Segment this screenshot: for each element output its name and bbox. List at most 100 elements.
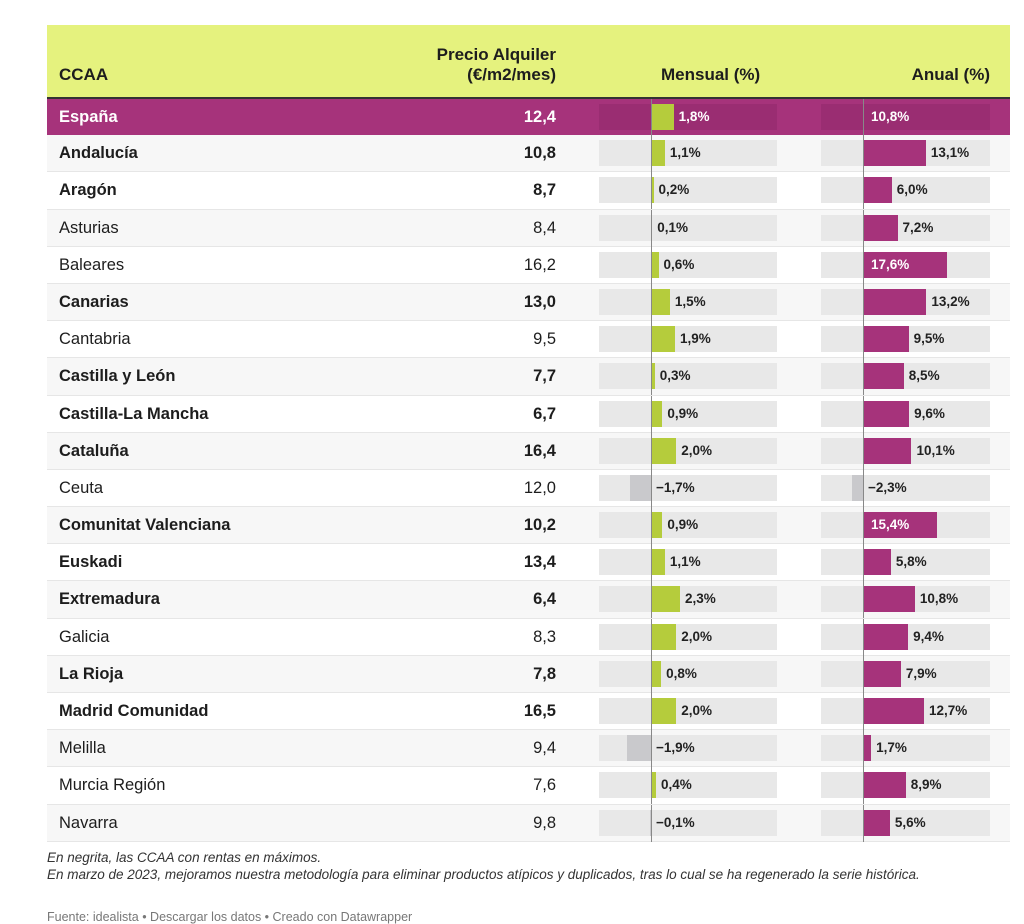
mensual-bar — [651, 698, 677, 724]
anual-label: 9,4% — [913, 628, 944, 644]
mensual-bar — [651, 623, 677, 650]
mensual-track — [599, 326, 777, 353]
region-name: Ceuta — [59, 478, 104, 497]
anual-label: 17,6% — [871, 256, 910, 272]
mensual-zero-line — [651, 507, 652, 545]
table-row[interactable]: Madrid Comunidad 16,5 2,0% 12,7% — [47, 693, 1010, 731]
table-row[interactable]: Cataluña 16,4 2,0% 10,1% — [47, 432, 1010, 470]
mensual-track — [599, 177, 777, 204]
source-line: Fuente: idealista • Descargar los datos … — [47, 910, 413, 924]
header-ccaa[interactable]: CCAA — [59, 65, 109, 84]
table-row[interactable]: Navarra 9,8 −0,1% 5,6% — [47, 804, 1010, 842]
mensual-zero-line — [651, 432, 652, 470]
mensual-zero-line — [651, 99, 652, 136]
mensual-track — [599, 214, 777, 241]
region-name: Andalucía — [59, 144, 138, 163]
mensual-track — [599, 549, 777, 576]
anual-bar — [863, 586, 915, 613]
mensual-track — [599, 104, 777, 130]
mensual-zero-line — [651, 544, 652, 582]
table-row[interactable]: Galicia 8,3 2,0% 9,4% — [47, 618, 1010, 656]
mensual-bar — [629, 474, 651, 501]
rent-price: 9,5 — [533, 330, 556, 349]
anual-zero-line — [863, 655, 864, 693]
table-row[interactable]: Aragón 8,7 0,2% 6,0% — [47, 172, 1010, 210]
anual-bar — [863, 177, 892, 204]
mensual-bar — [651, 140, 665, 167]
table-row[interactable]: Extremadura 6,4 2,3% 10,8% — [47, 581, 1010, 619]
header-anual[interactable]: Anual (%) — [911, 65, 990, 84]
anual-bar — [863, 214, 898, 241]
mensual-zero-line — [651, 283, 652, 321]
table-row-highlight[interactable]: España 12,4 1,8% 10,8% — [47, 99, 1010, 136]
table-row[interactable]: Comunitat Valenciana 10,2 0,9% 15,4% — [47, 507, 1010, 545]
mensual-track — [599, 772, 777, 799]
anual-label: 12,7% — [928, 703, 968, 718]
mensual-track — [599, 251, 777, 278]
mensual-label: −1,7% — [656, 479, 695, 495]
mensual-label: 1,1% — [669, 554, 701, 570]
mensual-track — [599, 698, 777, 724]
anual-zero-line — [863, 693, 864, 730]
anual-zero-line — [863, 544, 864, 582]
anual-track — [821, 809, 990, 836]
anual-track — [821, 363, 990, 390]
mensual-zero-line — [651, 618, 652, 656]
table-row[interactable]: Baleares 16,2 0,6% 17,6% — [47, 246, 1010, 284]
anual-label: 5,8% — [895, 554, 927, 570]
mensual-track — [599, 512, 777, 539]
table-row[interactable]: Euskadi 13,4 1,1% 5,8% — [47, 544, 1010, 582]
anual-bar — [863, 400, 910, 427]
mensual-bar — [651, 363, 655, 390]
anual-label: −2,3% — [868, 479, 907, 495]
anual-bar — [863, 140, 926, 167]
table-row[interactable]: Cantabria 9,5 1,9% 9,5% — [47, 321, 1010, 359]
table-row[interactable]: Canarias 13,0 1,5% 13,2% — [47, 283, 1010, 322]
header-precio[interactable]: Precio Alquiler (€/m2/mes) — [437, 45, 556, 85]
note-bold: En negrita, las CCAA con rentas en máxim… — [47, 850, 322, 865]
rent-price: 7,8 — [533, 664, 556, 683]
anual-zero-line — [863, 209, 864, 247]
mensual-zero-line — [651, 172, 652, 210]
mensual-zero-line — [651, 209, 652, 247]
mensual-track — [599, 809, 777, 836]
anual-label: 1,7% — [876, 740, 907, 756]
rent-price: 10,2 — [523, 516, 556, 535]
rent-price: 8,7 — [533, 181, 556, 200]
mensual-bar — [651, 660, 662, 687]
rent-price: 16,4 — [523, 441, 556, 460]
table-row[interactable]: Asturias 8,4 0,1% 7,2% — [47, 209, 1010, 247]
rent-price: 12,4 — [523, 108, 556, 126]
anual-label: 10,8% — [919, 591, 959, 607]
region-name: España — [59, 108, 118, 126]
anual-zero-line — [863, 172, 864, 210]
anual-zero-line — [863, 283, 864, 321]
table-row[interactable]: Murcia Región 7,6 0,4% 8,9% — [47, 767, 1010, 805]
rent-price: 12,0 — [523, 478, 556, 497]
anual-track — [821, 735, 990, 762]
table-row[interactable]: Ceuta 12,0 −1,7% −2,3% — [47, 469, 1010, 508]
table-row[interactable]: La Rioja 7,8 0,8% 7,9% — [47, 655, 1010, 693]
rent-price: 13,0 — [523, 292, 556, 311]
table-row[interactable]: Melilla 9,4 −1,9% 1,7% — [47, 730, 1010, 768]
table-row[interactable]: Andalucía 10,8 1,1% 13,1% — [47, 135, 1010, 173]
mensual-zero-line — [651, 767, 652, 805]
anual-zero-line — [863, 432, 864, 470]
anual-zero-line — [863, 321, 864, 359]
mensual-label: 0,2% — [658, 182, 690, 198]
anual-bar — [863, 326, 909, 353]
mensual-bar — [651, 104, 674, 130]
table-row[interactable]: Castilla y León 7,7 0,3% 8,5% — [47, 358, 1010, 396]
mensual-label: 0,8% — [666, 665, 697, 681]
mensual-label: 1,9% — [679, 331, 711, 347]
anual-bar — [863, 288, 927, 315]
anual-track — [821, 104, 990, 130]
rent-price: 6,7 — [533, 404, 556, 423]
mensual-zero-line — [651, 395, 652, 433]
mensual-bar — [627, 735, 651, 762]
mensual-zero-line — [651, 804, 652, 842]
mensual-track — [599, 586, 777, 613]
table-row[interactable]: Castilla-La Mancha 6,7 0,9% 9,6% — [47, 395, 1010, 433]
mensual-bar — [651, 251, 659, 278]
header-mensual[interactable]: Mensual (%) — [661, 65, 761, 84]
